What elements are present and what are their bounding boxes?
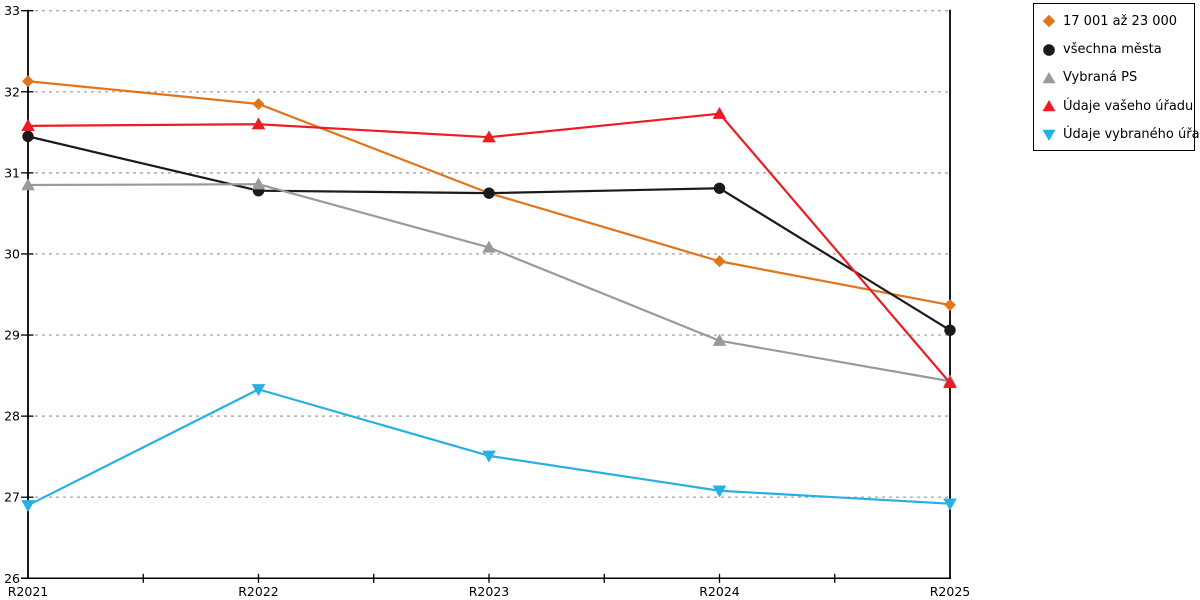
diamond-icon — [1042, 14, 1056, 28]
data-point-marker — [712, 333, 727, 346]
legend-item-label: všechna města — [1063, 42, 1162, 58]
series-circle — [22, 130, 956, 336]
y-axis-label: 32 — [4, 84, 20, 99]
x-axis-label: R2022 — [238, 584, 279, 599]
x-axis-label: R2023 — [469, 584, 510, 599]
circle-icon — [1043, 43, 1055, 56]
y-axis-label: 28 — [4, 409, 20, 424]
legend-item: Údaje vybraného úřadu — [1042, 121, 1200, 149]
data-point-marker — [22, 130, 34, 143]
legend-item: 17 001 až 23 000 — [1042, 7, 1194, 35]
data-point-marker — [21, 178, 35, 191]
data-point-marker — [713, 182, 726, 194]
y-axis-label: 26 — [4, 571, 20, 586]
legend-item: Údaje vašeho úřadu — [1042, 92, 1194, 120]
legend-item-label: 17 001 až 23 000 — [1063, 13, 1178, 29]
x-axis-label: R2021 — [8, 584, 49, 599]
series-triangle-up — [21, 177, 957, 387]
series-triangle-up — [21, 106, 957, 389]
legend-item-label: Vybraná PS — [1063, 70, 1138, 86]
data-point-marker — [251, 177, 266, 190]
legend-item-label: Údaje vašeho úřadu — [1063, 98, 1194, 114]
data-point-marker — [21, 119, 35, 132]
data-point-marker — [251, 117, 266, 130]
series-triangle-down — [21, 384, 957, 513]
data-point-marker — [482, 240, 496, 253]
data-point-marker — [22, 75, 34, 88]
data-point-marker — [944, 324, 956, 336]
data-point-marker — [252, 97, 265, 110]
data-point-marker — [713, 255, 726, 268]
legend-item: všechna města — [1042, 35, 1194, 63]
y-axis-label: 30 — [4, 246, 20, 261]
data-point-marker — [21, 500, 35, 513]
y-axis-label: 33 — [4, 3, 20, 18]
y-axis-label: 29 — [4, 328, 20, 343]
data-point-marker — [943, 498, 957, 511]
series-line — [26, 183, 952, 383]
triangle-up-icon — [1042, 100, 1056, 112]
data-point-marker — [483, 187, 495, 199]
series-line — [26, 388, 952, 507]
data-point-marker — [943, 376, 957, 389]
data-point-marker — [712, 485, 727, 498]
data-point-marker — [482, 130, 496, 143]
x-axis-label: R2025 — [930, 584, 971, 599]
y-axis-label: 27 — [4, 490, 20, 505]
legend-item: Vybraná PS — [1042, 64, 1194, 92]
legend-item-label: Údaje vybraného úřadu — [1063, 127, 1200, 143]
x-axis-label: R2024 — [699, 584, 740, 599]
data-point-marker — [482, 450, 496, 463]
data-point-marker — [251, 384, 266, 397]
triangle-down-icon — [1042, 129, 1056, 141]
data-point-marker — [944, 299, 956, 312]
data-point-marker — [712, 106, 727, 119]
y-axis-label: 31 — [4, 165, 20, 180]
chart-legend: 17 001 až 23 000 všechna města Vybraná PS Ú… — [1033, 3, 1200, 151]
triangle-up-icon — [1042, 71, 1056, 84]
series-line — [26, 135, 952, 332]
